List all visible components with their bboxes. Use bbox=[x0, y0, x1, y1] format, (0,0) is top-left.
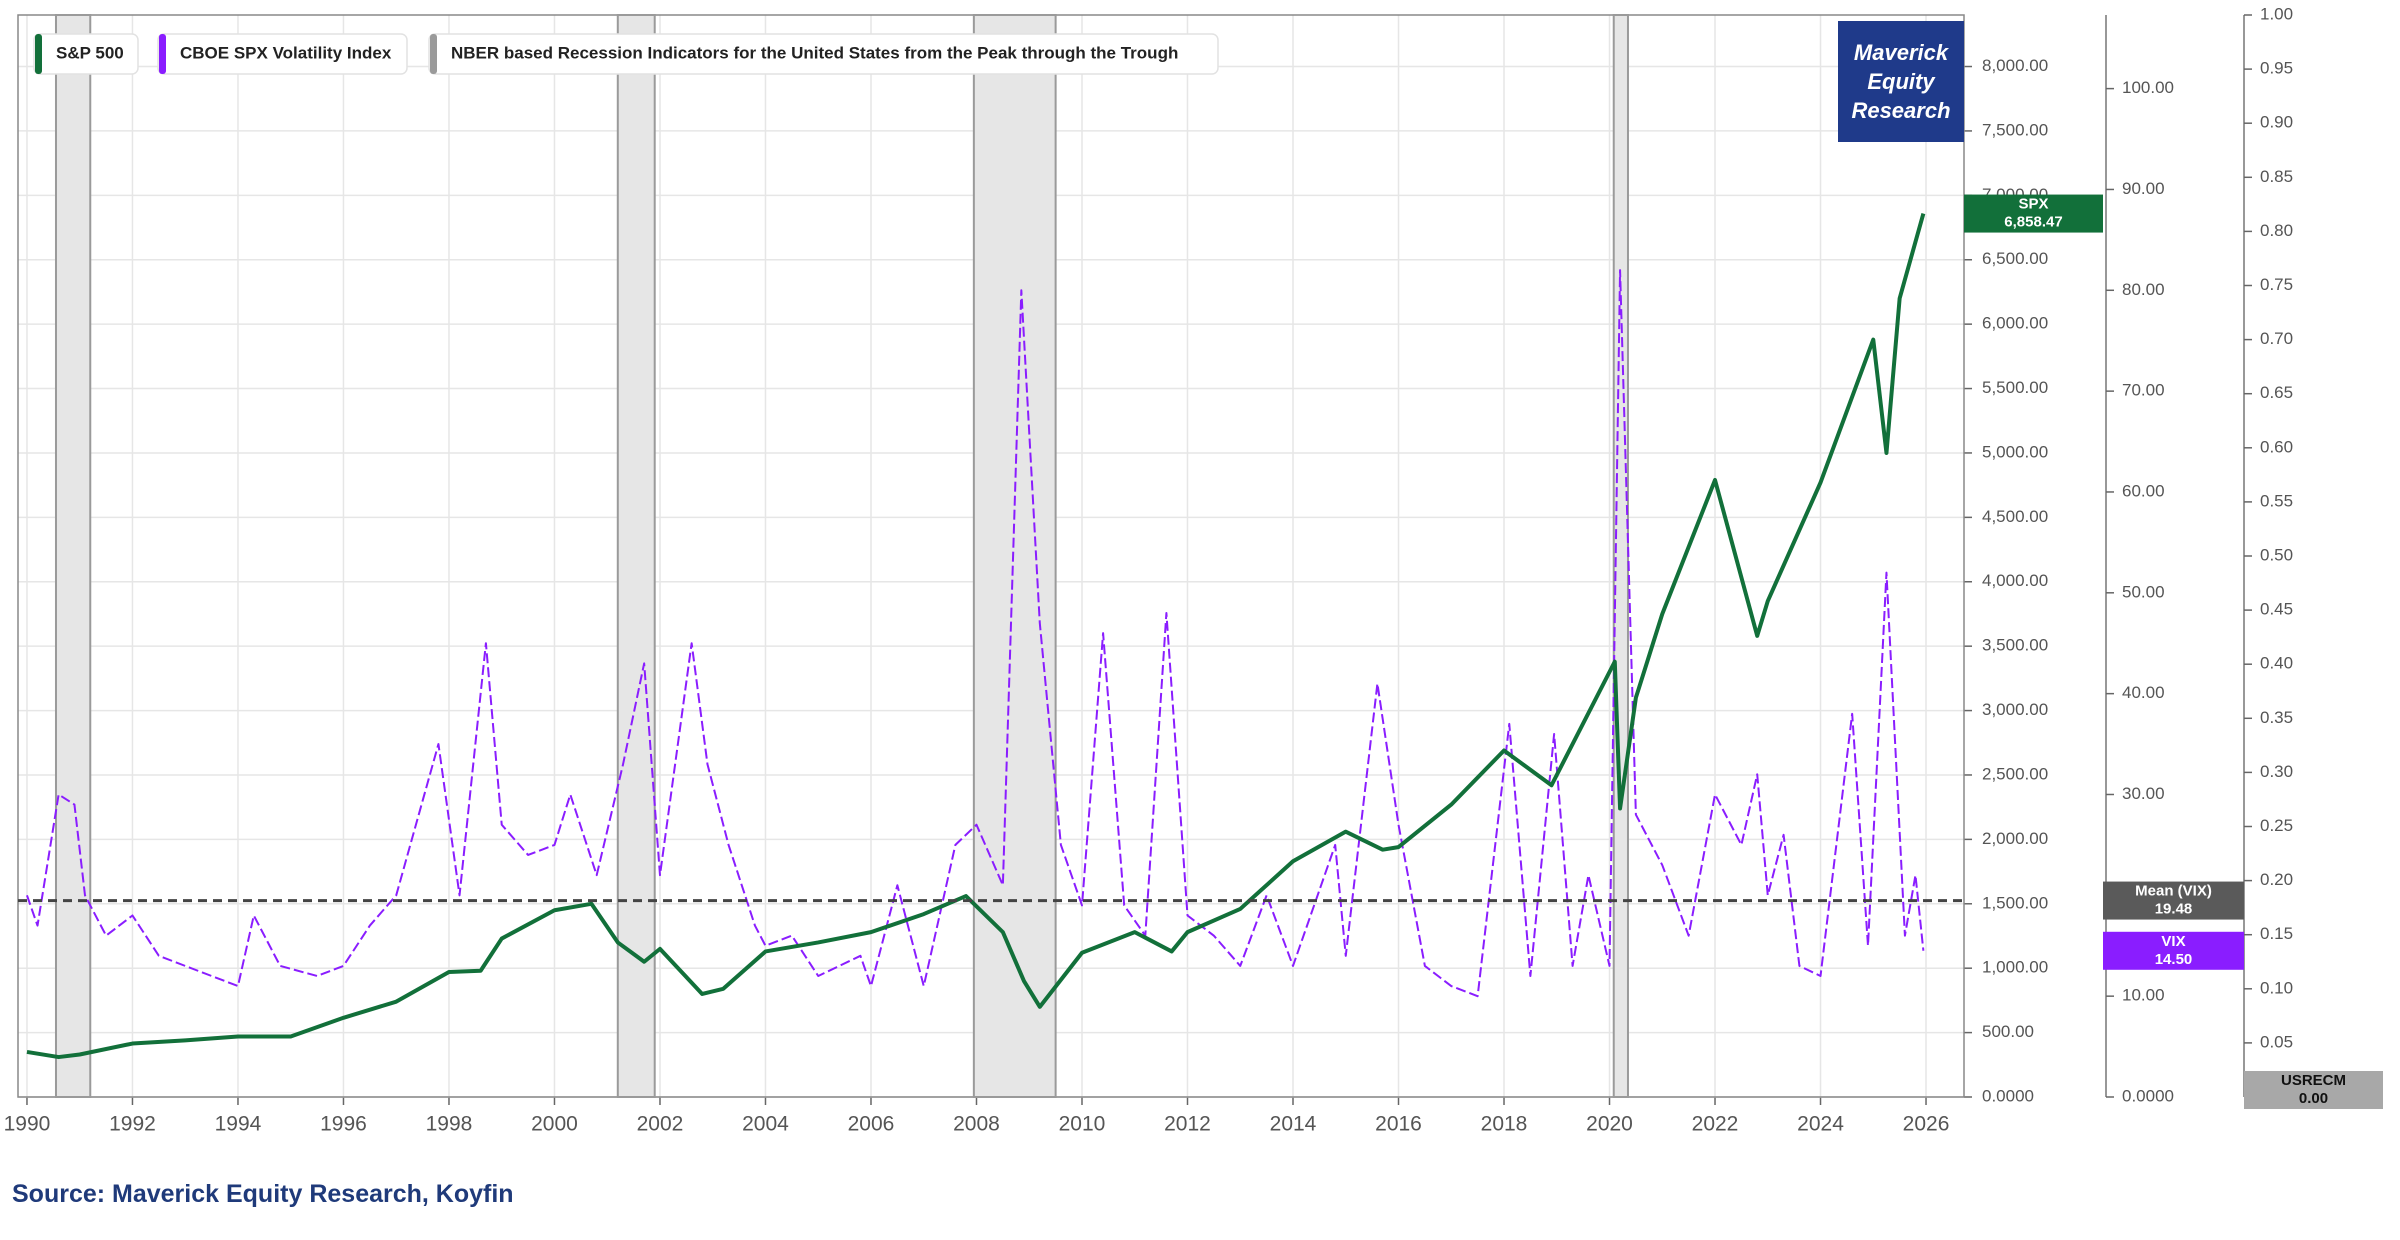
y3-tick-label: 0.20 bbox=[2260, 870, 2293, 889]
y3-tick-label: 0.95 bbox=[2260, 59, 2293, 78]
x-tick-label: 2004 bbox=[742, 1113, 789, 1136]
x-tick-label: 1994 bbox=[215, 1113, 262, 1136]
y3-tick-label: 0.70 bbox=[2260, 329, 2293, 348]
x-tick-label: 2018 bbox=[1481, 1113, 1528, 1136]
y-tick-label: 1,500.00 bbox=[1982, 893, 2048, 912]
y3-tick-label: 0.50 bbox=[2260, 545, 2293, 564]
y-tick-label: 1,000.00 bbox=[1982, 958, 2048, 977]
value-tag-name: Mean (VIX) bbox=[2135, 883, 2212, 900]
value-tag-name: USRECM bbox=[2281, 1072, 2346, 1089]
x-tick-label: 1996 bbox=[320, 1113, 367, 1136]
legend-label: S&P 500 bbox=[56, 43, 124, 62]
legend-box bbox=[157, 33, 408, 75]
y3-tick-label: 0.30 bbox=[2260, 762, 2293, 781]
y-tick-label: 6,500.00 bbox=[1982, 249, 2048, 268]
y3-tick-label: 0.10 bbox=[2260, 978, 2293, 997]
y3-tick-label: 0.25 bbox=[2260, 816, 2293, 835]
recession-band bbox=[616, 14, 656, 1098]
x-tick-label: 1992 bbox=[109, 1113, 156, 1136]
x-tick-label: 2008 bbox=[953, 1113, 1000, 1136]
y3-tick-label: 0.90 bbox=[2260, 113, 2293, 132]
y3-tick-label: 0.05 bbox=[2260, 1032, 2293, 1051]
x-tick-label: 2006 bbox=[848, 1113, 895, 1136]
value-tag bbox=[1964, 194, 2103, 233]
y3-tick-label: 0.85 bbox=[2260, 167, 2293, 186]
y2-tick-label: 60.00 bbox=[2122, 481, 2165, 500]
y-tick-label: 6,000.00 bbox=[1982, 314, 2048, 333]
x-tick-label: 2012 bbox=[1164, 1113, 1211, 1136]
legend-label: CBOE SPX Volatility Index bbox=[180, 43, 392, 62]
series-line bbox=[26, 213, 1926, 1060]
x-tick-label: 1998 bbox=[426, 1113, 473, 1136]
y2-tick-label: 90.00 bbox=[2122, 179, 2165, 198]
value-tag-value: 6,858.47 bbox=[2004, 214, 2062, 231]
y3-tick-label: 0.35 bbox=[2260, 708, 2293, 727]
legend-label: NBER based Recession Indicators for the … bbox=[451, 43, 1178, 62]
y-tick-label: 0.0000 bbox=[1982, 1086, 2034, 1105]
x-tick-label: 2010 bbox=[1059, 1113, 1106, 1136]
y3-tick-label: 0.55 bbox=[2260, 491, 2293, 510]
y-tick-label: 3,500.00 bbox=[1982, 636, 2048, 655]
logo: Maverick Equity Research bbox=[1838, 21, 1964, 142]
y2-tick-label: 0.0000 bbox=[2122, 1086, 2174, 1105]
y3-tick-label: 0.75 bbox=[2260, 275, 2293, 294]
recession-band bbox=[54, 14, 92, 1098]
y2-tick-label: 10.00 bbox=[2122, 986, 2165, 1005]
y2-tick-label: 40.00 bbox=[2122, 683, 2165, 702]
value-tag bbox=[2103, 881, 2244, 920]
x-tick-label: 2002 bbox=[637, 1113, 684, 1136]
legend-swatch bbox=[159, 34, 166, 74]
value-tag-name: VIX bbox=[2161, 933, 2185, 950]
y2-tick-label: 80.00 bbox=[2122, 280, 2165, 299]
y3-tick-label: 0.15 bbox=[2260, 924, 2293, 943]
x-tick-label: 2024 bbox=[1797, 1113, 1844, 1136]
y3-tick-label: 0.80 bbox=[2260, 221, 2293, 240]
recession-band bbox=[972, 14, 1057, 1098]
value-tag bbox=[2103, 931, 2244, 970]
y3-tick-label: 0.45 bbox=[2260, 600, 2293, 619]
y-tick-label: 4,500.00 bbox=[1982, 507, 2048, 526]
y3-tick-label: 0.60 bbox=[2260, 437, 2293, 456]
y-tick-label: 5,500.00 bbox=[1982, 378, 2048, 397]
x-tick-label: 2022 bbox=[1692, 1113, 1739, 1136]
y-tick-label: 7,500.00 bbox=[1982, 120, 2048, 139]
x-tick-label: 1990 bbox=[4, 1113, 51, 1136]
value-tag-value: 0.00 bbox=[2299, 1090, 2328, 1107]
y-tick-label: 3,000.00 bbox=[1982, 700, 2048, 719]
y2-tick-label: 100.00 bbox=[2122, 78, 2174, 97]
value-tag bbox=[2244, 1071, 2383, 1109]
value-tag-name: SPX bbox=[2018, 196, 2048, 213]
y2-tick-label: 30.00 bbox=[2122, 784, 2165, 803]
x-tick-label: 2000 bbox=[531, 1113, 578, 1136]
y-tick-label: 2,500.00 bbox=[1982, 764, 2048, 783]
y3-tick-label: 1.00 bbox=[2260, 4, 2293, 23]
x-tick-label: 2014 bbox=[1270, 1113, 1317, 1136]
y-tick-label: 8,000.00 bbox=[1982, 56, 2048, 75]
legend-box bbox=[428, 33, 1219, 75]
recession-band bbox=[1612, 14, 1629, 1098]
y-tick-label: 2,000.00 bbox=[1982, 829, 2048, 848]
y3-tick-label: 0.65 bbox=[2260, 383, 2293, 402]
value-tag-value: 19.48 bbox=[2155, 901, 2193, 918]
x-tick-label: 2016 bbox=[1375, 1113, 1422, 1136]
legend-swatch bbox=[430, 34, 437, 74]
y2-tick-label: 50.00 bbox=[2122, 582, 2165, 601]
value-tag-value: 14.50 bbox=[2155, 951, 2193, 968]
y3-tick-label: 0.40 bbox=[2260, 654, 2293, 673]
y-tick-label: 500.00 bbox=[1982, 1022, 2034, 1041]
y2-tick-label: 70.00 bbox=[2122, 381, 2165, 400]
y-tick-label: 5,000.00 bbox=[1982, 442, 2048, 461]
legend-swatch bbox=[35, 34, 42, 74]
series-line bbox=[26, 269, 1925, 998]
x-tick-label: 2020 bbox=[1586, 1113, 1633, 1136]
source: Source: Maverick Equity Research, Koyfin bbox=[12, 1180, 514, 1208]
x-tick-label: 2026 bbox=[1903, 1113, 1950, 1136]
y-tick-label: 4,000.00 bbox=[1982, 571, 2048, 590]
legend-box bbox=[33, 33, 139, 75]
